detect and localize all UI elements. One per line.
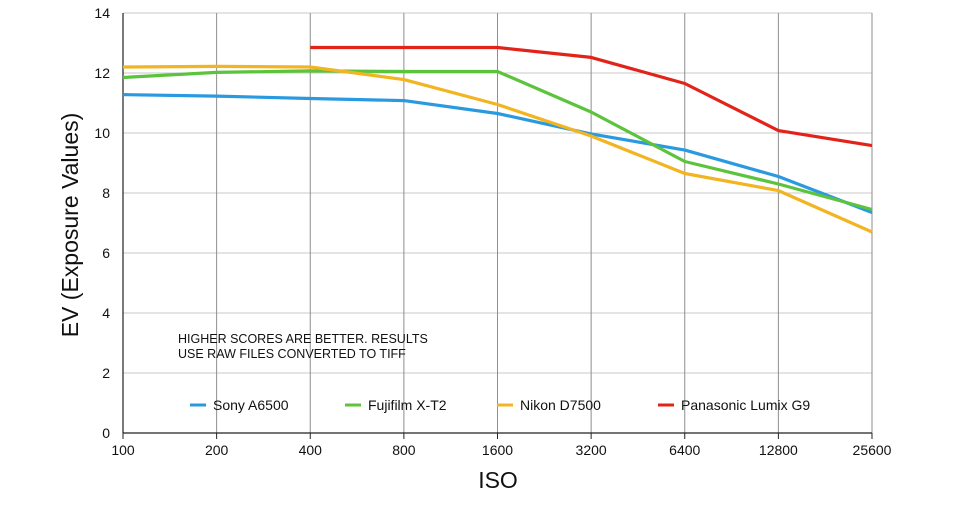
legend-label-nikon-d7500: Nikon D7500 — [520, 397, 601, 413]
x-tick-label: 3200 — [576, 442, 607, 458]
x-axis-title: ISO — [478, 467, 518, 493]
tick-labels: 0 2 4 6 8 10 12 14 100 200 400 800 1600 3200 6400 12800… — [94, 5, 891, 458]
y-tick-label: 6 — [102, 245, 110, 261]
series-line-panasonic-lumix-g9 — [310, 45, 873, 148]
series-line-nikon-d7500 — [122, 64, 873, 234]
legend: Sony A6500 Fujifilm X-T2 Nikon D7500 Panaso… — [190, 397, 810, 413]
y-tick-label: 4 — [102, 305, 110, 321]
x-tick-label: 25600 — [853, 442, 892, 458]
x-tick-label: 12800 — [759, 442, 798, 458]
legend-label-fujifilm-x-t2: Fujifilm X-T2 — [368, 397, 447, 413]
x-tick-label: 1600 — [482, 442, 513, 458]
x-tick-label: 200 — [205, 442, 229, 458]
y-tick-label: 12 — [94, 65, 110, 81]
y-tick-label: 8 — [102, 185, 110, 201]
x-tick-label: 6400 — [669, 442, 700, 458]
y-tick-label: 0 — [102, 425, 110, 441]
note-line-1: HIGHER SCORES ARE BETTER. RESULTS — [178, 332, 428, 346]
legend-label-sony-a6500: Sony A6500 — [213, 397, 289, 413]
x-tick-label: 400 — [299, 442, 323, 458]
series-line-sony-a6500 — [122, 93, 873, 214]
axes — [122, 13, 873, 439]
series-lines — [122, 45, 873, 234]
series-line-fujifilm-x-t2 — [122, 69, 873, 212]
y-axis-title: EV (Exposure Values) — [57, 113, 83, 338]
x-tick-label: 100 — [111, 442, 135, 458]
chart-note: HIGHER SCORES ARE BETTER. RESULTS USE RA… — [178, 332, 428, 361]
grid — [123, 12, 873, 433]
y-tick-label: 2 — [102, 365, 110, 381]
y-tick-label: 14 — [94, 5, 110, 21]
y-tick-label: 10 — [94, 125, 110, 141]
x-tick-label: 800 — [392, 442, 416, 458]
legend-label-panasonic-lumix-g9: Panasonic Lumix G9 — [681, 397, 810, 413]
note-line-2: USE RAW FILES CONVERTED TO TIFF — [178, 347, 406, 361]
